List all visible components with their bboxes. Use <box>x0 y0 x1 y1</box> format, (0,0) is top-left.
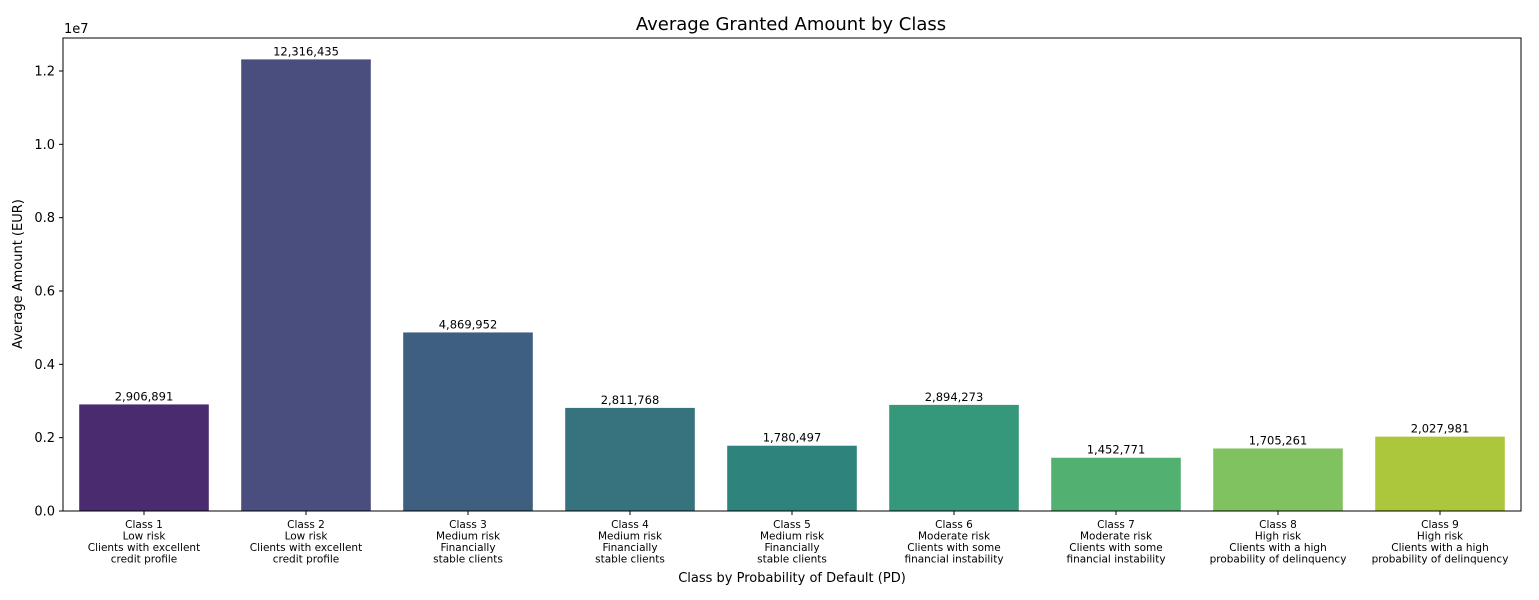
y-tick-label: 0.0 <box>34 505 55 520</box>
x-tick-label-line: stable clients <box>595 554 665 566</box>
x-tick-label-line: Class 9 <box>1421 519 1459 531</box>
x-tick-label-line: financial instability <box>1066 554 1165 566</box>
x-tick-label-line: Class 5 <box>773 519 811 531</box>
y-tick-label: 1.0 <box>34 138 55 153</box>
y-axis: 0.0 0.2 0.4 0.6 0.8 1.0 1.2 <box>34 65 63 520</box>
bar-class-5 <box>727 445 857 511</box>
x-tick-label-line: High risk <box>1255 531 1302 543</box>
x-tick-label-line: probability of delinquency <box>1372 554 1509 566</box>
bar-class-9 <box>1375 436 1505 511</box>
x-tick-label-line: Clients with a high <box>1391 542 1488 554</box>
x-tick-label-line: Medium risk <box>598 531 663 543</box>
x-tick-label-line: financial instability <box>904 554 1003 566</box>
bar-class-1 <box>79 404 209 511</box>
x-tick-label-line: Class 3 <box>449 519 487 531</box>
bar-class-3 <box>403 332 533 511</box>
x-tick-label-line: Medium risk <box>436 531 501 543</box>
x-tick-label-class-5: Class 5 Medium risk Financially stable clie… <box>757 519 827 566</box>
x-tick-label-class-8: Class 8 High risk Clients with a high proba… <box>1210 519 1347 566</box>
x-tick-label-line: Financially <box>764 542 819 554</box>
bar-class-6 <box>889 404 1019 511</box>
x-tick-label-class-3: Class 3 Medium risk Financially stable clie… <box>433 519 503 566</box>
x-tick-label-line: Clients with a high <box>1229 542 1326 554</box>
data-label-class-6: 2,894,273 <box>925 390 984 404</box>
bar-class-4 <box>565 407 695 511</box>
x-tick-label-line: Low risk <box>123 531 167 543</box>
x-tick-label-class-7: Class 7 Moderate risk Clients with some fin… <box>1066 519 1165 566</box>
chart-title: Average Granted Amount by Class <box>636 14 946 35</box>
x-tick-label-class-1: Class 1 Low risk Clients with excellent cre… <box>88 519 200 566</box>
data-label-class-9: 2,027,981 <box>1411 422 1470 436</box>
x-tick-label-line: Moderate risk <box>918 531 991 543</box>
x-tick-label-class-2: Class 2 Low risk Clients with excellent cre… <box>250 519 362 566</box>
data-label-class-7: 1,452,771 <box>1087 443 1146 457</box>
x-tick-label-line: Class 2 <box>287 519 325 531</box>
x-axis: Class 1 Low risk Clients with excellent cre… <box>88 511 1509 566</box>
x-tick-label-line: stable clients <box>757 554 827 566</box>
x-axis-label: Class by Probability of Default (PD) <box>678 571 906 586</box>
x-tick-label-line: Class 8 <box>1259 519 1297 531</box>
x-tick-label-line: Class 7 <box>1097 519 1135 531</box>
x-tick-label-line: High risk <box>1417 531 1464 543</box>
data-label-class-5: 1,780,497 <box>763 431 822 445</box>
y-tick-label: 0.4 <box>34 358 55 373</box>
x-tick-label-line: Class 4 <box>611 519 649 531</box>
x-tick-label-line: Low risk <box>285 531 329 543</box>
y-axis-label: Average Amount (EUR) <box>11 199 26 349</box>
x-tick-label-line: Medium risk <box>760 531 825 543</box>
bar-class-2 <box>241 59 371 511</box>
x-tick-label-line: credit profile <box>273 554 340 566</box>
x-tick-label-line: Financially <box>440 542 495 554</box>
x-tick-label-line: Financially <box>602 542 657 554</box>
data-label-class-4: 2,811,768 <box>601 393 660 407</box>
y-tick-label: 0.6 <box>34 285 55 300</box>
x-tick-label-line: Clients with some <box>907 542 1000 554</box>
x-tick-label-line: Clients with excellent <box>88 542 200 554</box>
bars-group <box>79 59 1505 511</box>
x-tick-label-line: Class 1 <box>125 519 163 531</box>
x-tick-label-class-9: Class 9 High risk Clients with a high proba… <box>1372 519 1509 566</box>
data-label-class-2: 12,316,435 <box>273 44 339 58</box>
data-labels-group: 2,906,891 12,316,435 4,869,952 2,811,768 1,7… <box>115 44 1470 456</box>
x-tick-label-class-6: Class 6 Moderate risk Clients with some fin… <box>904 519 1003 566</box>
x-tick-label-class-4: Class 4 Medium risk Financially stable clie… <box>595 519 665 566</box>
data-label-class-3: 4,869,952 <box>439 317 498 331</box>
bar-class-7 <box>1051 457 1181 511</box>
data-label-class-1: 2,906,891 <box>115 389 174 403</box>
x-tick-label-line: Class 6 <box>935 519 973 531</box>
x-tick-label-line: Clients with excellent <box>250 542 362 554</box>
data-label-class-8: 1,705,261 <box>1249 433 1308 447</box>
x-tick-label-line: Clients with some <box>1069 542 1162 554</box>
y-tick-label: 0.2 <box>34 431 55 446</box>
y-axis-scale-label: 1e7 <box>64 22 89 37</box>
y-tick-label: 1.2 <box>34 65 55 80</box>
x-tick-label-line: credit profile <box>111 554 178 566</box>
x-tick-label-line: probability of delinquency <box>1210 554 1347 566</box>
x-tick-label-line: Moderate risk <box>1080 531 1153 543</box>
bar-class-8 <box>1213 448 1343 511</box>
y-tick-label: 0.8 <box>34 211 55 226</box>
x-tick-label-line: stable clients <box>433 554 503 566</box>
